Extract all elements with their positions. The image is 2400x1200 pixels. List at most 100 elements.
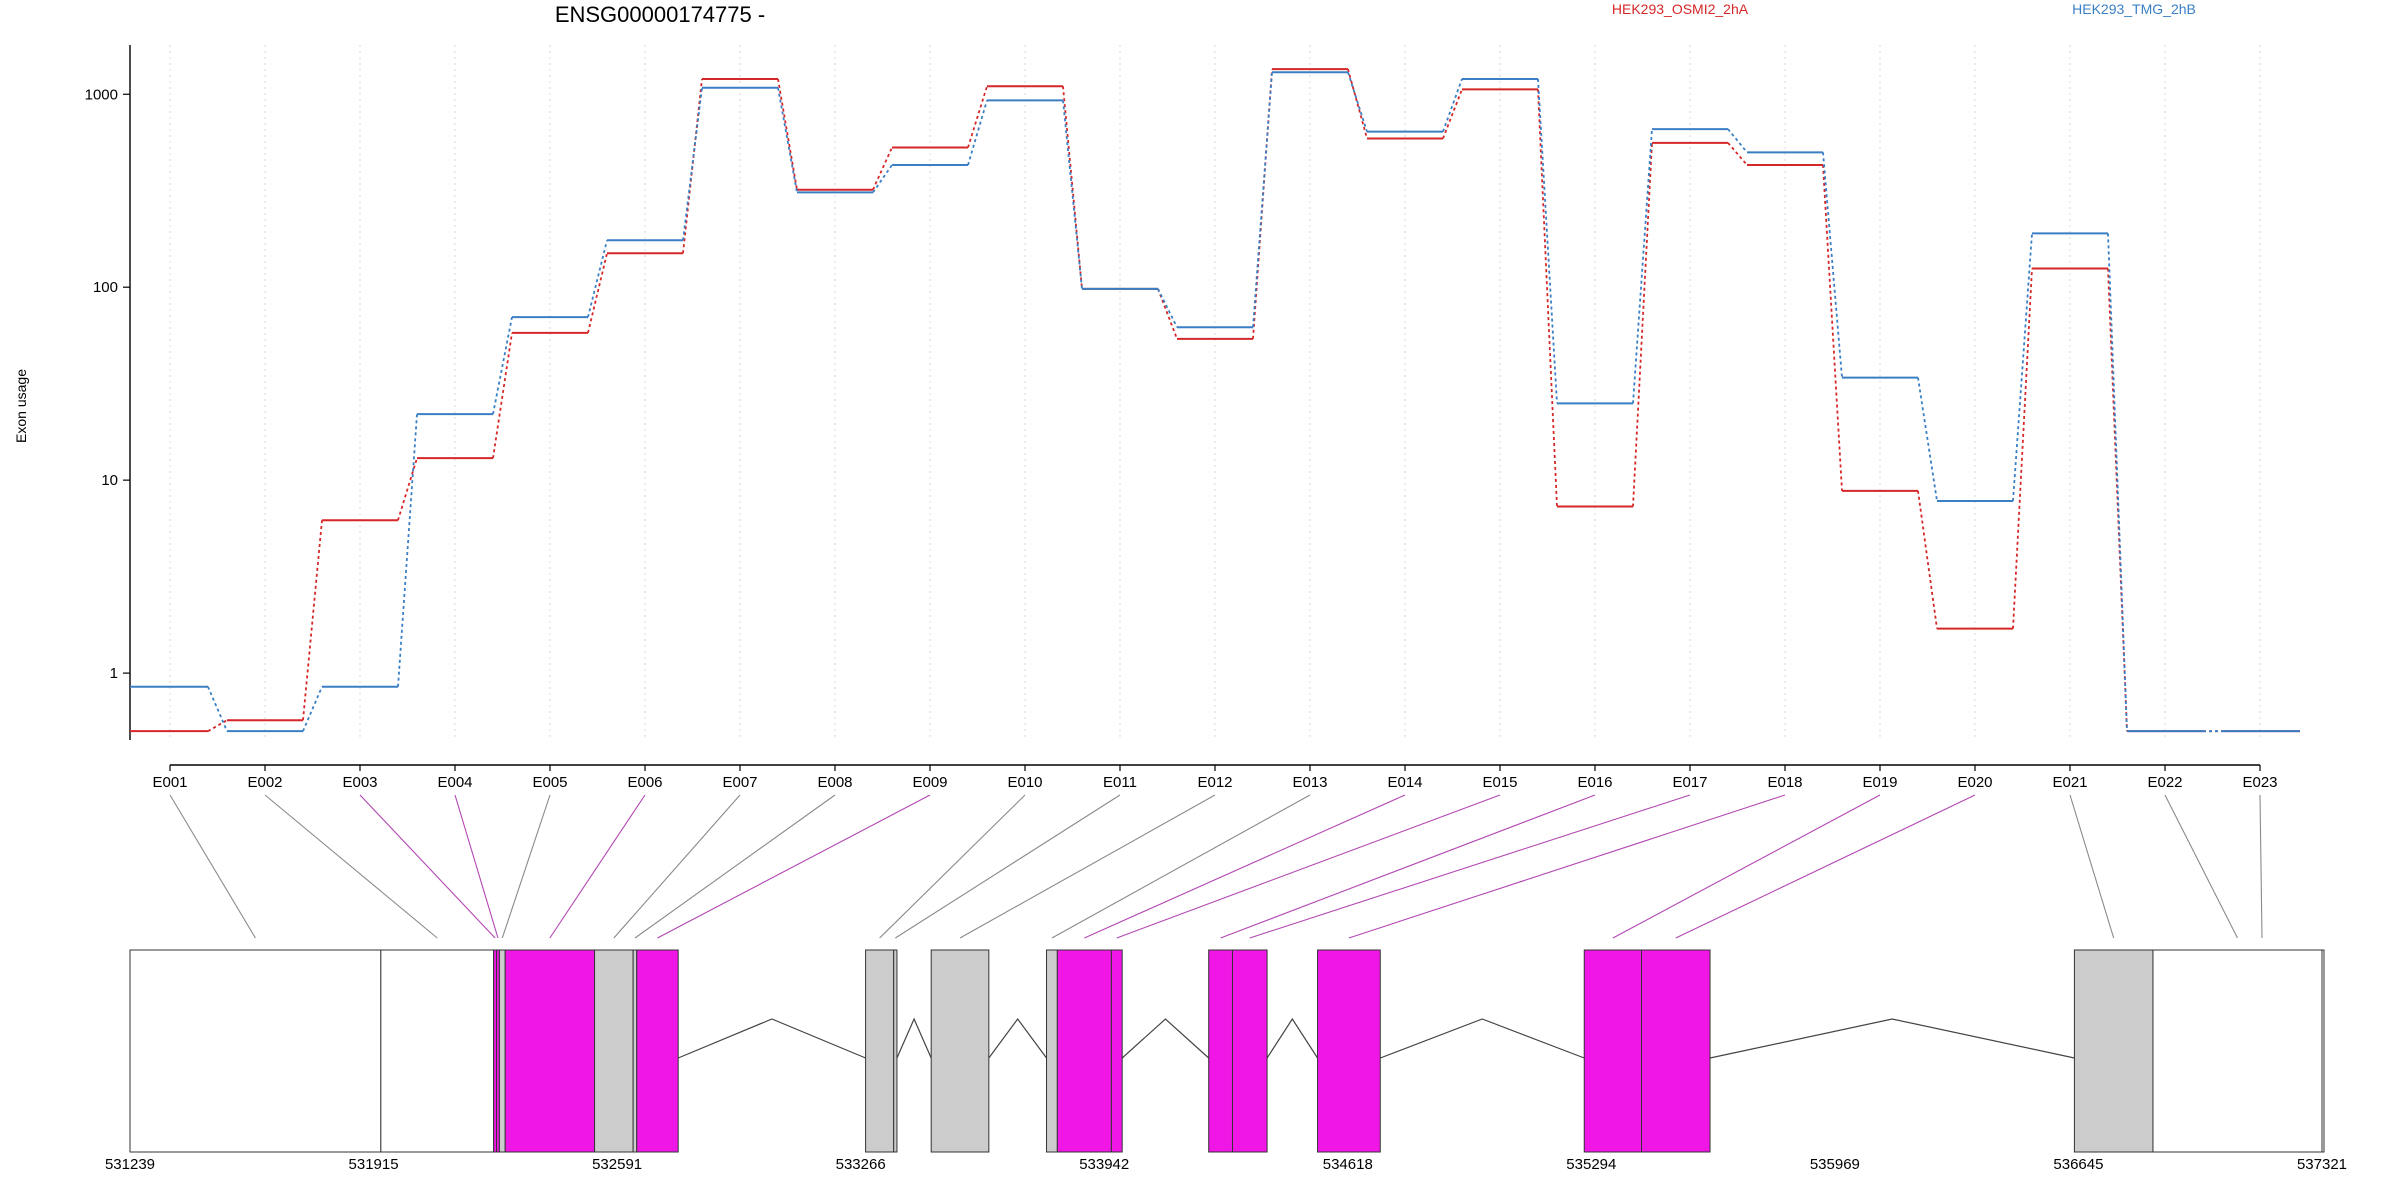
exon-box <box>1317 949 1381 1153</box>
series-connector <box>1727 128 1748 153</box>
genomic-tick-label: 536645 <box>2053 1156 2103 1173</box>
exon-box <box>594 949 634 1153</box>
intron-line <box>896 1017 932 1059</box>
series-connector <box>1727 142 1748 166</box>
exon-link <box>1116 794 1501 939</box>
exon-box <box>632 949 638 1153</box>
series-connector <box>1917 490 1938 629</box>
series-connector <box>967 100 988 166</box>
x-tick-label: E008 <box>817 774 852 791</box>
x-tick-label: E015 <box>1482 774 1517 791</box>
x-tick-label: E005 <box>532 774 567 791</box>
axes <box>129 45 2260 766</box>
exon-box <box>893 949 898 1153</box>
exon-box <box>380 949 495 1153</box>
genomic-tick-label: 535969 <box>1810 1156 1860 1173</box>
exon-link <box>657 794 931 939</box>
exon-link <box>613 794 741 939</box>
series-connector <box>492 316 513 415</box>
series-connector <box>777 78 798 190</box>
x-tick-label: E004 <box>437 774 472 791</box>
genomic-tick-label: 533266 <box>836 1156 886 1173</box>
exon-link <box>264 794 438 939</box>
y-tick-label: 10 <box>101 472 118 489</box>
exon-link <box>359 794 496 939</box>
series-connector <box>777 87 798 193</box>
x-tick-label: E016 <box>1577 774 1612 791</box>
series-connector <box>1632 142 1653 507</box>
series-connector <box>397 457 418 521</box>
exon-box <box>2152 949 2323 1153</box>
series-connector <box>872 147 893 191</box>
exon-link <box>2069 794 2115 939</box>
series-connector <box>1442 78 1463 132</box>
genomic-tick-label: 535294 <box>1566 1156 1616 1173</box>
series-connector <box>1822 152 1843 378</box>
x-tick-label: E021 <box>2052 774 2087 791</box>
x-tick-label: E003 <box>342 774 377 791</box>
exon-box <box>930 949 990 1153</box>
series-connector <box>1157 288 1178 328</box>
exon-link <box>895 794 1121 939</box>
series-connector <box>1632 129 1653 404</box>
exon-box <box>504 949 596 1153</box>
intron-line <box>1266 1017 1319 1059</box>
x-tick-label: E010 <box>1007 774 1042 791</box>
series-connector <box>682 87 703 241</box>
genomic-tick-label: 533942 <box>1079 1156 1129 1173</box>
genomic-tick-label: 531915 <box>349 1156 399 1173</box>
series-connector <box>1062 100 1083 289</box>
exon-link <box>1249 794 1691 939</box>
y-axis-label: Exon usage <box>13 369 29 443</box>
exon-link <box>959 794 1216 939</box>
series-connector <box>1252 72 1273 328</box>
series-connector <box>2107 233 2128 732</box>
gene-model <box>129 949 2325 1153</box>
legend-entry-osmi2: HEK293_OSMI2_2hA <box>1612 1 1749 17</box>
x-tick-label: E013 <box>1292 774 1327 791</box>
x-tick-label: E020 <box>1957 774 1992 791</box>
x-tick-label: E002 <box>247 774 282 791</box>
exon-box <box>129 949 382 1153</box>
y-ticks: 1 10 100 1000 <box>85 86 130 682</box>
series-connector <box>872 164 893 193</box>
exon-link <box>634 794 836 939</box>
exon-link <box>1348 794 1786 939</box>
series-connector <box>302 520 323 721</box>
series-connector <box>587 240 608 318</box>
series-connector <box>1822 164 1843 491</box>
exon-box <box>498 949 506 1153</box>
series-connector <box>302 686 323 732</box>
x-tick-label: E012 <box>1197 774 1232 791</box>
exon-box <box>1641 949 1711 1153</box>
series-connector <box>207 686 228 732</box>
exon-link <box>169 794 256 939</box>
x-ticks: E001 E002 E003 E004 E005 E006 E007 E008 E009 E010… <box>152 765 2278 791</box>
intron-line <box>1380 1018 1585 1059</box>
exon-box <box>636 949 679 1153</box>
series-connector <box>397 414 418 687</box>
exon-box <box>1231 949 1268 1153</box>
series-connector <box>1537 89 1558 507</box>
exon-link <box>2164 794 2238 939</box>
series-connector <box>1537 78 1558 404</box>
exon-link <box>454 794 499 939</box>
exon-link <box>879 794 1026 939</box>
exon-link <box>1084 794 1406 939</box>
genomic-tick-label: 537321 <box>2297 1156 2347 1173</box>
intron-line <box>677 1018 866 1059</box>
x-tick-label: E019 <box>1862 774 1897 791</box>
x-tick-label: E009 <box>912 774 947 791</box>
genomic-tick-label: 534618 <box>1323 1156 1373 1173</box>
exon-link <box>1675 794 1976 939</box>
exon-link <box>2259 794 2263 939</box>
exon-links <box>169 794 2263 939</box>
exon-box <box>865 949 895 1153</box>
x-tick-label: E001 <box>152 774 187 791</box>
exon-box <box>1583 949 1643 1153</box>
genomic-tick-label: 532591 <box>592 1156 642 1173</box>
series-connector <box>1917 377 1938 502</box>
chart-title: ENSG00000174775 - <box>555 2 765 27</box>
x-tick-label: E017 <box>1672 774 1707 791</box>
series-connector <box>2012 268 2033 629</box>
